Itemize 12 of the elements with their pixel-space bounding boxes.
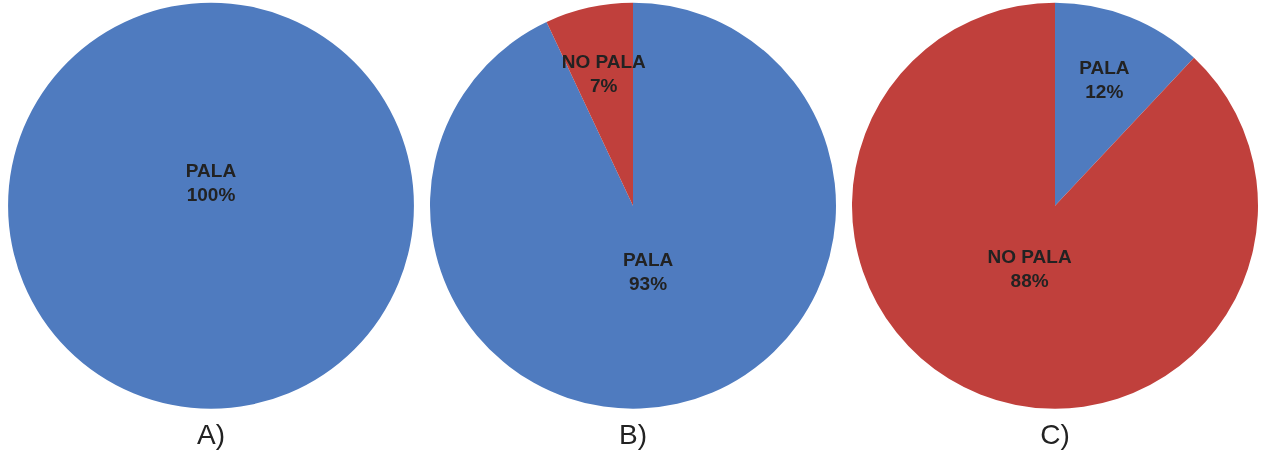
data-label: 100% [186,183,236,205]
data-label: 88% [1010,270,1049,292]
slice-label: PALA [1079,57,1130,79]
slice-label: PALA [185,159,237,181]
data-label: 12% [1085,81,1124,103]
data-label: 93% [629,273,668,295]
text: A) [197,418,225,450]
text: B) [619,418,647,450]
text: C) [1040,418,1070,450]
slice-label: PALA [622,249,674,271]
data-label: 7% [590,75,618,97]
slice-label: NO PALA [987,246,1072,268]
